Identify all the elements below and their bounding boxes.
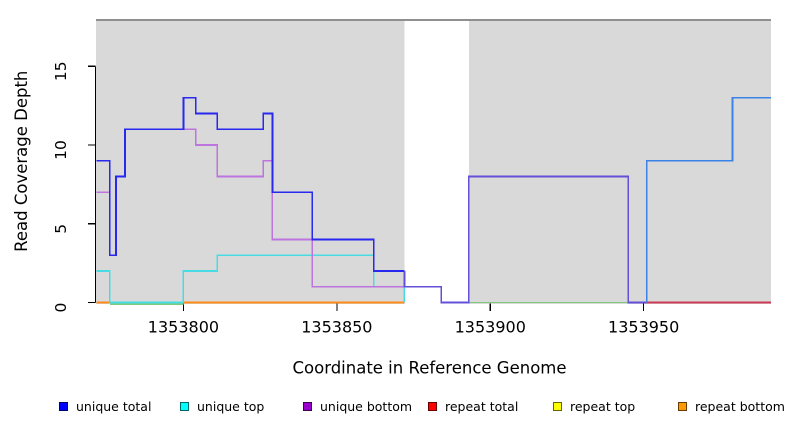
shaded-region-2 (468, 20, 771, 305)
legend-label: unique top (197, 398, 265, 414)
unique-total-left (96, 96, 405, 272)
legend-item-repeat-top: repeat top (553, 396, 635, 416)
y-tick-label: 10 (52, 140, 70, 160)
unique-total-right (645, 96, 771, 303)
legend-swatch-icon (59, 401, 68, 411)
chart-legend: unique total unique top unique bottom repea… (0, 396, 792, 420)
y-tick-label: 5 (52, 224, 70, 234)
legend-swatch-icon (678, 401, 687, 411)
legend-item-repeat-bottom: repeat bottom (678, 396, 785, 416)
legend-label: repeat total (445, 398, 519, 414)
coverage-chart: 0 5 10 15 Read Coverage Depth 1353800 1353850 1… (12, 19, 771, 378)
y-tick-label: 0 (52, 303, 70, 313)
legend-item-unique-bottom: unique bottom (303, 396, 412, 416)
x-tick-label: 1353950 (608, 318, 679, 337)
x-axis-title: Coordinate in Reference Genome (292, 359, 566, 378)
legend-swatch-icon (553, 401, 562, 411)
x-tick-label: 1353900 (455, 318, 526, 337)
y-tick-label: 15 (52, 61, 70, 81)
legend-swatch-icon (428, 401, 437, 411)
unique-total-mid (403, 175, 647, 304)
legend-label: unique total (76, 398, 152, 414)
legend-item-unique-top: unique top (180, 396, 264, 416)
legend-item-unique-total: unique total (59, 396, 151, 416)
legend-label: repeat bottom (695, 398, 785, 414)
x-tick-label: 1353850 (301, 318, 372, 337)
y-axis-title: Read Coverage Depth (12, 71, 31, 252)
legend-item-repeat-total: repeat total (428, 396, 518, 416)
legend-label: unique bottom (320, 398, 413, 414)
legend-label: repeat top (570, 398, 636, 414)
shaded-region-1 (96, 20, 405, 305)
x-tick-label: 1353800 (148, 318, 219, 337)
legend-swatch-icon (180, 401, 189, 411)
legend-swatch-icon (303, 401, 312, 411)
